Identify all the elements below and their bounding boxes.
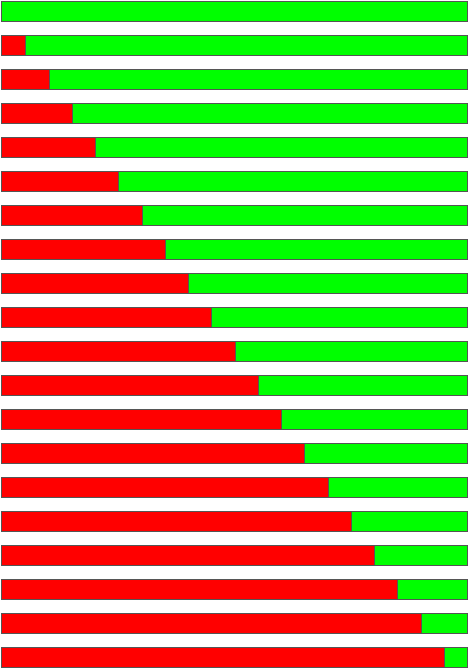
progress-bar: [1, 1, 468, 22]
progress-bar-remaining: [72, 104, 467, 123]
progress-bar: [1, 137, 468, 158]
progress-bar-divider: [304, 444, 305, 463]
progress-bar: [1, 69, 468, 90]
progress-bar-fill: [2, 478, 328, 497]
progress-bar-remaining: [25, 36, 467, 55]
progress-bar: [1, 307, 468, 328]
progress-bar-fill: [2, 104, 72, 123]
progress-bar-remaining: [165, 240, 467, 259]
progress-bar-divider: [235, 342, 236, 361]
progress-bar-divider: [49, 70, 50, 89]
progress-bar-remaining: [304, 444, 467, 463]
progress-bar: [1, 375, 468, 396]
progress-bar: [1, 205, 468, 226]
progress-bar-fill: [2, 614, 421, 633]
progress-bar-fill: [2, 274, 188, 293]
progress-bar: [1, 409, 468, 430]
progress-bar: [1, 273, 468, 294]
progress-bar-divider: [281, 410, 282, 429]
progress-bar-remaining: [142, 206, 467, 225]
progress-bar-divider: [95, 138, 96, 157]
progress-bar-fill: [2, 546, 374, 565]
progress-bar-fill: [2, 308, 211, 327]
progress-bar-divider: [328, 478, 329, 497]
progress-bar-fill: [2, 70, 49, 89]
progress-bar-divider: [188, 274, 189, 293]
progress-bar: [1, 239, 468, 260]
progress-bar-remaining: [258, 376, 467, 395]
progress-bar-remaining: [95, 138, 467, 157]
progress-bar-fill: [2, 36, 25, 55]
progress-bar-remaining: [211, 308, 467, 327]
progress-bar: [1, 545, 468, 566]
progress-bar-fill: [2, 512, 351, 531]
progress-bar: [1, 443, 468, 464]
progress-bar: [1, 647, 468, 668]
progress-bar: [1, 579, 468, 600]
progress-bar: [1, 613, 468, 634]
progress-bar-fill: [2, 410, 281, 429]
progress-bar-fill: [2, 376, 258, 395]
progress-bar: [1, 477, 468, 498]
progress-bar: [1, 35, 468, 56]
progress-bar-divider: [118, 172, 119, 191]
progress-bar-remaining: [281, 410, 467, 429]
progress-bar-remaining: [397, 580, 467, 599]
progress-bar-remaining: [328, 478, 467, 497]
progress-bar-remaining: [351, 512, 467, 531]
progress-bar-divider: [25, 36, 26, 55]
progress-bar-fill: [2, 342, 235, 361]
progress-bar-divider: [211, 308, 212, 327]
progress-bar-fill: [2, 172, 118, 191]
progress-bar-remaining: [2, 2, 467, 21]
progress-bar: [1, 171, 468, 192]
progress-bar-remaining: [188, 274, 467, 293]
progress-bar-fill: [2, 240, 165, 259]
progress-bar-divider: [258, 376, 259, 395]
progress-bar-fill: [2, 648, 444, 667]
progress-bar-divider: [351, 512, 352, 531]
progress-bar: [1, 341, 468, 362]
progress-bar-divider: [397, 580, 398, 599]
progress-bar-fill: [2, 206, 142, 225]
progress-bar-remaining: [374, 546, 467, 565]
progress-bar: [1, 511, 468, 532]
progress-bar-remaining: [444, 648, 467, 667]
progress-bar-remaining: [421, 614, 467, 633]
progress-bar-fill: [2, 138, 95, 157]
progress-bar: [1, 103, 468, 124]
progress-bar-fill: [2, 444, 304, 463]
progress-bar-remaining: [49, 70, 467, 89]
progress-bar-divider: [165, 240, 166, 259]
progress-bar-fill: [2, 580, 397, 599]
progress-bar-divider: [374, 546, 375, 565]
progress-bar-remaining: [235, 342, 467, 361]
progress-bar-divider: [142, 206, 143, 225]
progress-bar-divider: [444, 648, 445, 667]
progress-bar-divider: [72, 104, 73, 123]
progress-bar-divider: [421, 614, 422, 633]
progress-bar-remaining: [118, 172, 467, 191]
